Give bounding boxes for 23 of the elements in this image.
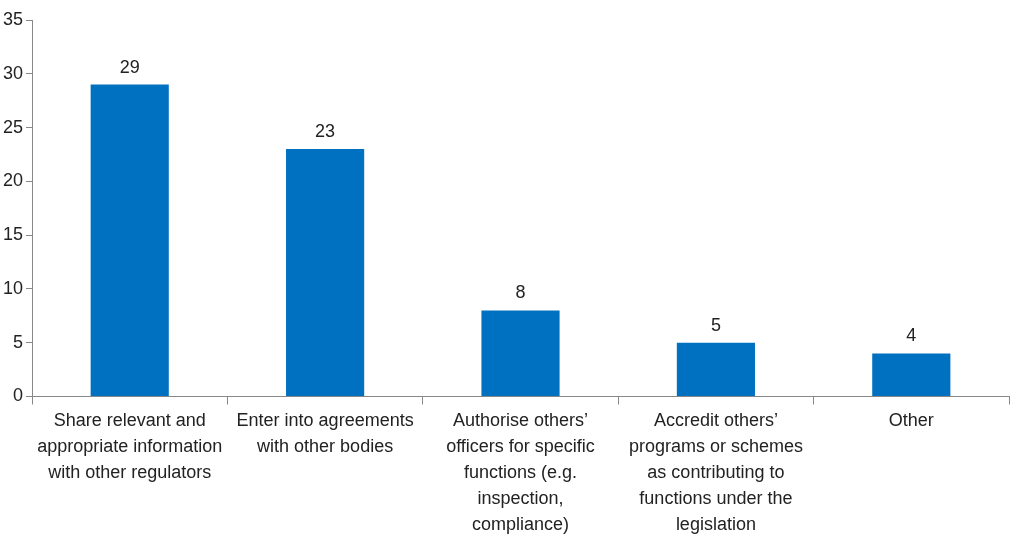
y-tick-label: 0: [13, 385, 24, 406]
y-tick-label: 25: [2, 116, 24, 137]
y-tick-label: 5: [13, 331, 24, 352]
y-tick-label: 15: [2, 224, 24, 245]
x-tick-label: Accredit others’ programs or schemes as contributing to functions under the legislation: [628, 409, 803, 534]
y-tick-label: 20: [2, 170, 24, 191]
bar: [481, 310, 560, 396]
y-tick-label: 10: [2, 277, 24, 298]
bar: [676, 342, 755, 396]
data-label: 4: [906, 325, 917, 346]
bar: [872, 353, 951, 396]
bar: [90, 84, 169, 396]
x-tick-label: Share relevant and appropriate information with other regulators: [37, 409, 223, 482]
x-tick-label: Other: [888, 409, 934, 430]
data-label: 23: [315, 121, 336, 142]
x-tick-label: Enter into agreements with other bodies: [236, 409, 414, 456]
x-tick-label: Authorise others’ officers for specific functions (e.g. inspection, compliance): [446, 409, 595, 534]
y-tick-label: 30: [2, 62, 24, 83]
data-label: 8: [515, 282, 526, 303]
y-tick-label: 35: [2, 8, 24, 29]
data-label: 29: [119, 56, 140, 77]
data-label: 5: [710, 314, 721, 335]
bar: [286, 149, 365, 396]
